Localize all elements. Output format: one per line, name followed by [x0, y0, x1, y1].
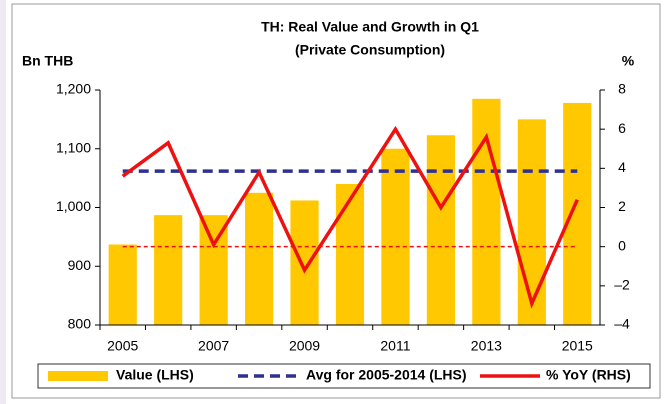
- x-tick-label: 2011: [380, 338, 410, 354]
- y-tick-label: 1,100: [56, 139, 91, 155]
- y2-axis-label: %: [622, 53, 635, 69]
- yoy-line: [121, 125, 579, 309]
- legend-label: % YoY (RHS): [546, 367, 631, 383]
- x-tick-label: 2007: [198, 338, 229, 354]
- x-tick-label: 2013: [471, 338, 502, 354]
- legend-label: Avg for 2005-2014 (LHS): [306, 367, 467, 383]
- bar: [563, 102, 592, 325]
- bar: [426, 135, 455, 325]
- y-axis-label: Bn THB: [22, 53, 73, 69]
- bar: [381, 148, 410, 325]
- y-tick-label: 900: [68, 257, 92, 273]
- bar: [245, 192, 274, 325]
- y2-tick-label: 0: [618, 237, 626, 253]
- chart-title: TH: Real Value and Growth in Q1: [261, 19, 479, 35]
- y-tick-label: 800: [68, 316, 92, 332]
- side-stripe: [0, 0, 6, 404]
- x-tick-label: 2005: [107, 338, 138, 354]
- chart-subtitle: (Private Consumption): [295, 42, 445, 58]
- y2-tick-label: –4: [614, 316, 630, 332]
- bar: [290, 200, 319, 325]
- y-tick-label: 1,000: [56, 198, 91, 214]
- x-tick-label: 2009: [289, 338, 320, 354]
- bar: [335, 184, 365, 325]
- bar: [199, 215, 228, 325]
- legend-swatch: [48, 371, 108, 381]
- y2-tick-label: 8: [618, 81, 626, 97]
- bar: [472, 98, 501, 325]
- bar: [154, 215, 183, 325]
- y2-tick-label: –2: [614, 277, 630, 293]
- y-tick-label: 1,200: [56, 81, 91, 97]
- y2-tick-label: 4: [618, 159, 626, 175]
- legend-box: [37, 363, 651, 389]
- bar: [108, 244, 137, 325]
- legend-label: Value (LHS): [116, 367, 194, 383]
- bar: [517, 119, 546, 325]
- x-tick-label: 2015: [562, 338, 593, 354]
- y2-tick-label: 2: [618, 198, 626, 214]
- y2-tick-label: 6: [618, 120, 626, 136]
